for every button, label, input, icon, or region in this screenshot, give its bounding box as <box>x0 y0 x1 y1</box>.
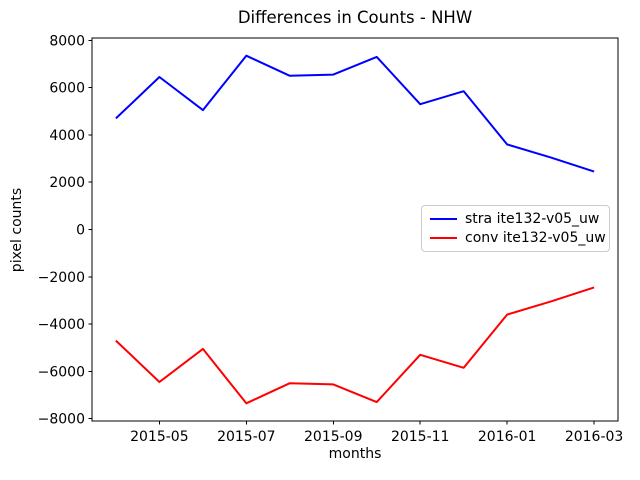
y-tick-label: −4000 <box>38 317 85 333</box>
stra-line-swatch <box>430 218 457 221</box>
x-tick-label: 2015-05 <box>130 429 189 445</box>
legend-entry-stra: stra ite132-v05_uw <box>430 210 601 228</box>
y-tick-label: −2000 <box>38 270 85 286</box>
x-tick-label: 2016-03 <box>565 429 624 445</box>
y-tick-label: 6000 <box>49 81 85 97</box>
y-tick-label: −8000 <box>38 412 85 428</box>
y-axis-label: pixel counts <box>9 187 25 273</box>
legend: stra ite132-v05_uw conv ite132-v05_uw <box>421 205 610 252</box>
x-axis-label: months <box>328 446 382 462</box>
x-tick-label: 2015-07 <box>217 429 276 445</box>
series-line-conv <box>115 286 595 405</box>
x-tick-label: 2016-01 <box>478 429 537 445</box>
legend-label-conv: conv ite132-v05_uw <box>465 229 606 246</box>
x-tick-label: 2015-09 <box>304 429 363 445</box>
y-tick-label: 4000 <box>49 128 85 144</box>
y-tick-label: 2000 <box>49 175 85 191</box>
y-tick-label: 0 <box>76 223 85 239</box>
y-tick-label: 8000 <box>49 33 85 49</box>
series-line-stra <box>115 54 595 173</box>
legend-label-stra: stra ite132-v05_uw <box>465 211 600 228</box>
legend-entry-conv: conv ite132-v05_uw <box>430 229 606 247</box>
x-tick-label: 2015-11 <box>391 429 450 445</box>
y-tick-label: −6000 <box>38 364 85 380</box>
conv-line-swatch <box>430 236 457 239</box>
chart-title: Differences in Counts - NHW <box>237 8 473 27</box>
